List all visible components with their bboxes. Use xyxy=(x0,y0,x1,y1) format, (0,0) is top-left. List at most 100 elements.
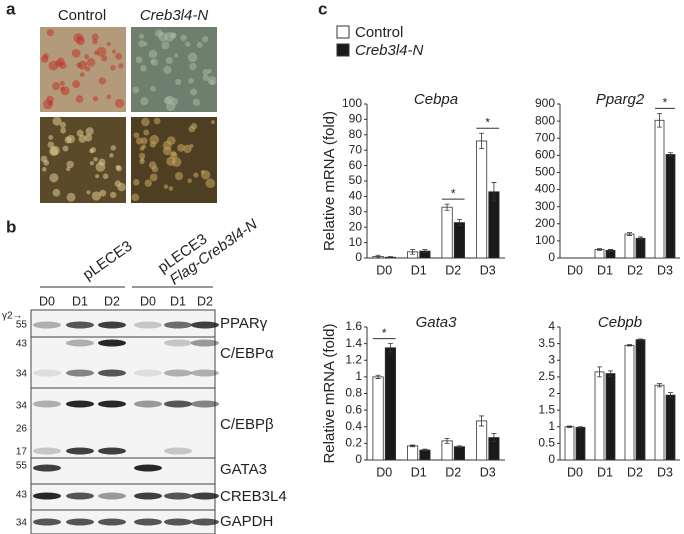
error-bar xyxy=(668,392,673,399)
band xyxy=(66,339,94,347)
error-bar xyxy=(668,152,673,157)
x-tick-label: D1 xyxy=(597,263,613,277)
blot-label: C/EBPα xyxy=(220,345,274,362)
cell xyxy=(91,33,99,41)
mw-marker: 55 xyxy=(16,461,28,472)
band xyxy=(164,339,192,347)
cell xyxy=(78,135,87,143)
cell xyxy=(210,120,215,125)
y-tick-label: 0.6 xyxy=(345,402,362,416)
y-tick-label: 80 xyxy=(349,127,363,141)
cell xyxy=(59,121,67,129)
lane-label: D2 xyxy=(104,294,120,308)
cell xyxy=(183,144,192,154)
band xyxy=(66,400,94,408)
x-tick-label: D2 xyxy=(627,263,643,277)
band xyxy=(191,321,219,329)
mw-marker: 34 xyxy=(16,401,28,412)
y-tick-label: 2.5 xyxy=(538,369,555,383)
x-tick-label: D1 xyxy=(597,465,613,479)
western-blot: D0 D1 D2 D0 D1 D2γ2→554334342617554334PPARγC/… xyxy=(2,294,287,534)
band xyxy=(66,492,94,500)
bar xyxy=(624,344,635,461)
y-tick-label: 0 xyxy=(548,452,555,466)
y-tick-label: 0 xyxy=(548,250,555,264)
band xyxy=(98,492,126,500)
error-bar xyxy=(608,370,613,377)
cell xyxy=(109,153,114,158)
cell xyxy=(96,46,107,57)
y-tick-label: 60 xyxy=(349,158,363,172)
cell xyxy=(106,94,112,100)
y-tick-label: 1.5 xyxy=(538,402,555,416)
cell xyxy=(141,144,147,149)
y-tick-label: 400 xyxy=(535,182,555,196)
cell xyxy=(90,147,97,153)
cell xyxy=(163,184,169,189)
band xyxy=(33,321,61,329)
bar xyxy=(453,446,466,461)
cell xyxy=(65,166,71,172)
band xyxy=(98,369,126,377)
bar xyxy=(605,373,616,461)
band xyxy=(164,321,192,329)
cell xyxy=(164,31,175,42)
x-tick-label: D2 xyxy=(445,465,461,479)
cell xyxy=(85,66,91,72)
band xyxy=(98,400,126,408)
bar xyxy=(406,445,419,461)
mw-marker: 17 xyxy=(16,447,28,458)
cell xyxy=(48,135,54,140)
y-tick-label: 900 xyxy=(535,96,555,110)
chart-title: Cebpa xyxy=(414,91,458,108)
cell xyxy=(106,42,111,47)
cell xyxy=(117,182,126,192)
y-tick-label: 1 xyxy=(548,419,555,433)
cell xyxy=(64,136,72,144)
cell xyxy=(41,167,47,172)
cell xyxy=(190,88,198,96)
cell xyxy=(187,178,192,183)
cell xyxy=(138,40,146,48)
bar xyxy=(384,347,397,461)
band xyxy=(98,518,126,526)
y-tick-label: 0.4 xyxy=(345,419,362,433)
y-tick-label: 500 xyxy=(535,165,555,179)
blot-label: CREB3L4 xyxy=(220,488,287,505)
cell xyxy=(140,157,145,162)
y-tick-label: 1.6 xyxy=(345,319,362,333)
cell xyxy=(110,65,116,71)
group-label: pLECE3 xyxy=(80,238,136,284)
cell xyxy=(56,57,65,66)
cell xyxy=(86,190,91,195)
error-bar xyxy=(375,254,381,259)
error-bar xyxy=(375,374,381,379)
cell xyxy=(89,160,95,166)
cell xyxy=(205,178,216,189)
y-tick-label: 0.2 xyxy=(345,436,362,450)
cell xyxy=(46,29,54,37)
blot-label: PPARγ xyxy=(220,315,268,332)
band xyxy=(191,400,219,408)
x-tick-label: D0 xyxy=(567,465,583,479)
cell xyxy=(188,78,194,84)
error-bar xyxy=(657,113,662,128)
y-tick-label: 0 xyxy=(355,452,362,466)
cell xyxy=(140,137,148,145)
band xyxy=(134,369,162,377)
error-bar xyxy=(444,203,450,211)
cell xyxy=(150,59,155,64)
cell xyxy=(189,62,197,71)
cell xyxy=(59,80,65,86)
y-tick-label: 0 xyxy=(355,250,362,264)
legend-label: Creb3l4-N xyxy=(355,42,424,59)
mw-marker: 55 xyxy=(16,320,28,331)
cell xyxy=(101,55,108,62)
band xyxy=(134,400,162,408)
bar xyxy=(564,426,575,461)
y-tick-label: 2 xyxy=(548,386,555,400)
band xyxy=(134,464,162,472)
significance-mark: * xyxy=(663,96,668,110)
blot-label: GAPDH xyxy=(220,513,273,530)
